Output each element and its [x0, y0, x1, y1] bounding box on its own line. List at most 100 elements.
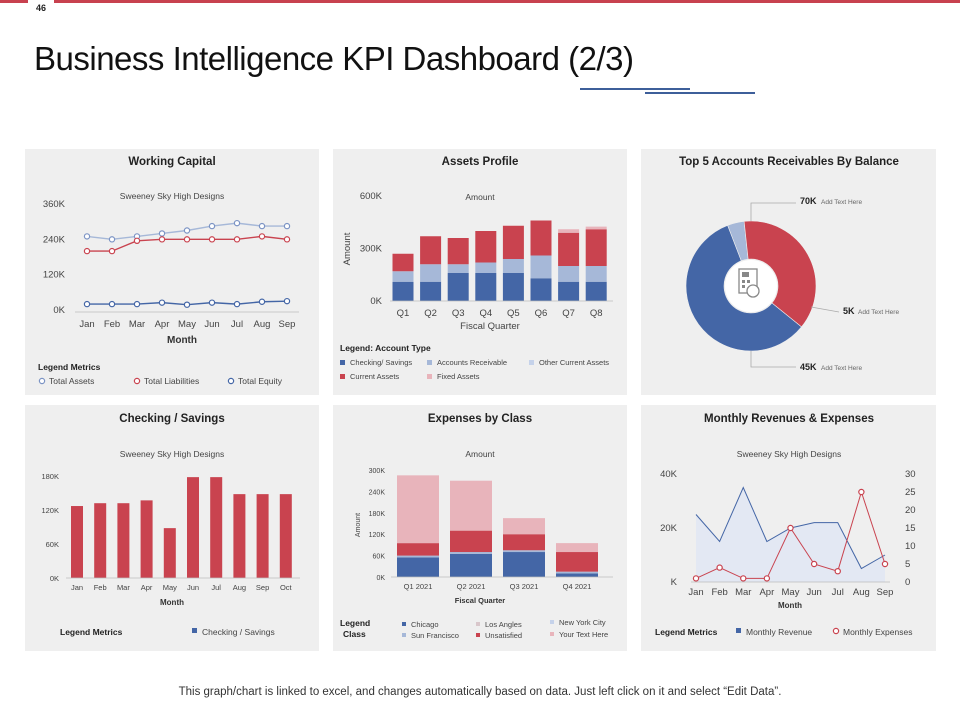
page-title: Business Intelligence KPI Dashboard (2/3… — [34, 40, 634, 77]
stacked-bar-segment — [556, 552, 598, 572]
x-tick-label: May — [163, 583, 177, 592]
stacked-bar-segment — [558, 281, 580, 301]
legend-label: Accounts Receivable — [437, 358, 507, 367]
x-tick-label: Sep — [279, 319, 296, 330]
x-tick-label: Q2 2021 — [457, 582, 486, 591]
stacked-bar-segment — [397, 475, 439, 544]
x-tick-label: Mar — [129, 319, 145, 330]
y-tick-label: 120K — [41, 506, 59, 515]
chart-subtitle: Sweeney Sky High Designs — [120, 449, 224, 459]
y-axis-label: Amount — [355, 513, 362, 537]
data-point — [208, 299, 216, 306]
stacked-bar-segment — [392, 281, 414, 301]
legend-label: Los Angles — [485, 620, 522, 629]
y-tick-label-right: 20 — [905, 505, 916, 516]
x-tick-label: Jun — [187, 583, 199, 592]
legend-label: Chicago — [411, 620, 439, 629]
x-axis-label: Fiscal Quarter — [460, 321, 520, 332]
legend-label: Unsatisfied — [485, 631, 522, 640]
expense-data-point — [716, 564, 723, 571]
stacked-bar-segment — [420, 236, 442, 265]
data-point — [233, 300, 241, 308]
y-tick-label: 0K — [50, 574, 59, 583]
data-point — [283, 297, 291, 305]
y-tick-label-left: 40K — [660, 469, 678, 480]
x-tick-label: Jun — [806, 587, 821, 598]
y-tick-label: 60K — [373, 554, 386, 561]
x-tick-label: Feb — [711, 587, 727, 598]
legend-label: Your Text Here — [559, 630, 608, 639]
y-tick-label: 360K — [43, 199, 66, 210]
stacked-bar-segment — [475, 273, 497, 301]
legend-title: Class — [343, 629, 366, 639]
x-tick-label: May — [178, 319, 196, 330]
legend-label: Sun Francisco — [411, 631, 459, 640]
stacked-bar-segment — [450, 552, 492, 554]
x-tick-label: Sep — [877, 587, 894, 598]
x-tick-label: Q3 2021 — [510, 582, 539, 591]
y-tick-label-right: 30 — [905, 469, 916, 480]
x-tick-label: Feb — [104, 319, 120, 330]
legend-swatch — [550, 620, 554, 624]
legend-swatch — [340, 374, 345, 379]
x-tick-label: Jul — [231, 319, 243, 330]
stacked-bar-segment — [420, 264, 442, 282]
legend-label: Monthly Expenses — [843, 627, 912, 637]
checking-savings-chart: Checking / Savings Sweeney Sky High Desig… — [41, 413, 300, 637]
x-tick-label: Q6 — [535, 308, 548, 319]
legend-label: Total Assets — [49, 376, 94, 386]
stacked-bar-segment — [558, 232, 580, 266]
bar — [233, 494, 246, 578]
calculator-document-icon — [738, 268, 760, 298]
legend-label: Fixed Assets — [437, 372, 480, 381]
legend-label: Other Current Assets — [539, 358, 609, 367]
stacked-bar-segment — [530, 278, 552, 301]
footer-note: This graph/chart is linked to excel, and… — [178, 686, 782, 698]
y-tick-label-right: 15 — [905, 523, 916, 534]
y-tick-label: 0K — [53, 305, 65, 316]
x-tick-label: Jan — [71, 583, 83, 592]
bar — [117, 503, 130, 578]
stacked-bar-segment — [503, 552, 545, 577]
panel-expenses-by-class: Expenses by Class Amount 0K 60K 120K 180K 240K… — [333, 405, 627, 651]
chart-subtitle: Amount — [465, 192, 495, 202]
chart-title: Monthly Revenues & Expenses — [704, 413, 874, 425]
y-tick-label: 180K — [369, 511, 386, 518]
stacked-bar-segment — [392, 271, 414, 282]
y-tick-label: 120K — [43, 270, 66, 281]
legend-swatch — [427, 360, 432, 365]
y-tick-label: 180K — [41, 472, 59, 481]
annotation-note: Add Text Here — [821, 365, 862, 372]
bar — [163, 528, 176, 578]
y-tick-label-right: 25 — [905, 487, 916, 498]
data-point — [258, 222, 266, 230]
y-tick-label: 300K — [369, 468, 386, 475]
monthly-rev-exp-chart: Monthly Revenues & Expenses Sweeney Sky H… — [655, 413, 916, 637]
data-point — [208, 236, 216, 243]
x-axis-label: Month — [167, 335, 197, 346]
data-point — [158, 299, 166, 306]
x-tick-label: Oct — [280, 583, 293, 592]
x-tick-label: Mar — [735, 587, 751, 598]
data-point — [183, 236, 191, 243]
data-point — [83, 233, 91, 240]
legend-swatch — [402, 633, 406, 637]
stacked-bar-segment — [558, 229, 580, 233]
data-point — [183, 301, 191, 308]
panel-assets-profile: Assets Profile Amount 0K 300K 600K Amount Q1 Q2… — [333, 149, 627, 395]
legend-label: Total Equity — [238, 376, 283, 386]
assets-profile-chart: Assets Profile Amount 0K 300K 600K Amount Q1 Q2… — [340, 156, 613, 381]
stacked-bar-segment — [447, 273, 469, 301]
y-tick-label: 600K — [360, 191, 383, 202]
y-tick-label-right: 5 — [905, 559, 910, 570]
x-tick-label: Apr — [141, 583, 153, 592]
y-tick-label-right: 10 — [905, 541, 916, 552]
panel-top5-receivables: Top 5 Accounts Receivables By Balance 70K… — [641, 149, 936, 395]
y-tick-label: 0K — [370, 296, 382, 307]
legend-title: Legend — [340, 618, 370, 628]
donut-slice — [743, 220, 817, 328]
expense-data-point — [858, 488, 865, 496]
annotation-note: Add Text Here — [821, 199, 862, 206]
donut-slice — [685, 224, 802, 352]
stacked-bar-segment — [450, 553, 492, 577]
